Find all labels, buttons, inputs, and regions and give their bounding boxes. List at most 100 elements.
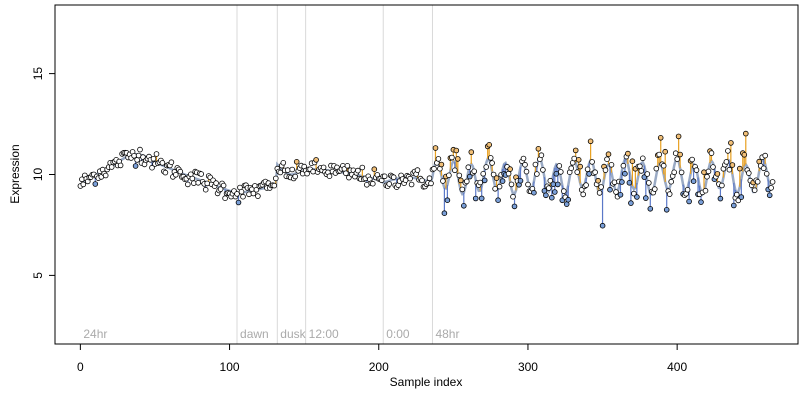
data-point bbox=[313, 157, 319, 163]
data-point bbox=[459, 186, 466, 193]
data-point bbox=[736, 165, 743, 172]
data-point bbox=[189, 175, 196, 182]
data-point bbox=[587, 138, 594, 145]
data-point bbox=[454, 156, 461, 162]
data-point bbox=[355, 167, 361, 174]
data-point bbox=[760, 165, 767, 172]
data-point bbox=[535, 146, 542, 152]
data-point bbox=[238, 189, 245, 195]
data-point bbox=[250, 190, 257, 197]
data-point bbox=[419, 177, 425, 184]
data-point bbox=[520, 155, 527, 162]
data-point bbox=[598, 184, 604, 190]
data-point bbox=[574, 169, 580, 175]
data-point bbox=[386, 181, 393, 187]
data-point bbox=[493, 175, 500, 181]
data-point bbox=[149, 164, 155, 171]
data-point bbox=[150, 156, 157, 162]
data-point bbox=[714, 171, 721, 177]
data-point bbox=[490, 171, 497, 178]
data-point bbox=[548, 194, 555, 201]
data-point bbox=[153, 151, 160, 157]
data-point bbox=[195, 180, 202, 186]
data-point bbox=[668, 178, 674, 185]
data-point bbox=[217, 186, 224, 192]
data-point bbox=[472, 195, 479, 202]
x-tick-label: 100 bbox=[220, 360, 240, 374]
data-point bbox=[738, 194, 745, 200]
data-point bbox=[651, 186, 658, 192]
data-point bbox=[407, 175, 413, 182]
data-point bbox=[634, 194, 640, 200]
data-point bbox=[571, 155, 577, 162]
data-point bbox=[730, 202, 737, 209]
data-point bbox=[92, 181, 99, 187]
data-point bbox=[280, 160, 287, 166]
data-point bbox=[441, 210, 448, 217]
data-point bbox=[108, 164, 115, 170]
data-point bbox=[678, 169, 685, 176]
data-point bbox=[293, 159, 300, 165]
data-point bbox=[642, 195, 649, 201]
data-point bbox=[468, 149, 475, 155]
data-point bbox=[444, 197, 451, 204]
data-point bbox=[489, 160, 495, 166]
data-point bbox=[620, 162, 627, 169]
x-tick-label: 0 bbox=[77, 360, 84, 374]
data-point bbox=[553, 171, 560, 177]
data-point bbox=[253, 187, 260, 193]
data-point bbox=[545, 185, 552, 191]
data-point bbox=[168, 159, 175, 166]
data-point bbox=[414, 167, 421, 173]
data-point bbox=[408, 181, 415, 188]
data-point bbox=[235, 199, 242, 206]
data-point bbox=[638, 168, 645, 174]
data-point bbox=[255, 193, 261, 199]
data-point bbox=[677, 151, 683, 158]
data-point bbox=[246, 191, 252, 198]
data-point bbox=[607, 186, 613, 193]
data-point bbox=[483, 164, 490, 170]
data-point bbox=[440, 178, 446, 184]
data-point bbox=[596, 190, 603, 196]
data-point bbox=[486, 142, 493, 148]
data-point bbox=[326, 173, 333, 180]
data-point bbox=[517, 178, 524, 184]
data-point bbox=[604, 156, 610, 163]
data-point bbox=[523, 168, 530, 175]
data-point bbox=[460, 203, 467, 209]
data-point bbox=[572, 147, 579, 154]
data-point bbox=[173, 172, 179, 178]
data-point bbox=[551, 189, 558, 195]
data-point bbox=[449, 154, 455, 161]
data-point bbox=[554, 181, 561, 188]
data-point bbox=[371, 166, 378, 173]
data-point bbox=[487, 155, 494, 161]
data-point bbox=[617, 192, 624, 198]
data-point bbox=[481, 177, 488, 184]
data-point bbox=[701, 169, 707, 176]
data-point bbox=[466, 173, 473, 180]
data-point bbox=[729, 162, 736, 168]
data-point bbox=[560, 188, 567, 194]
data-point bbox=[271, 182, 278, 189]
data-point bbox=[477, 179, 484, 186]
data-point bbox=[605, 151, 612, 158]
data-point bbox=[505, 170, 512, 177]
data-point bbox=[446, 172, 452, 179]
x-tick-label: 400 bbox=[667, 360, 687, 374]
data-point bbox=[220, 182, 227, 189]
data-point bbox=[204, 180, 211, 187]
data-point bbox=[289, 166, 296, 173]
data-point bbox=[575, 157, 582, 163]
data-point bbox=[428, 180, 434, 187]
data-point bbox=[717, 195, 724, 202]
y-axis: 5 10 15 bbox=[31, 67, 55, 279]
data-point bbox=[272, 175, 279, 182]
segment-label: 48hr bbox=[435, 327, 459, 341]
data-point bbox=[277, 169, 284, 176]
data-point bbox=[708, 150, 715, 156]
data-point bbox=[625, 150, 631, 157]
data-point bbox=[557, 169, 564, 175]
